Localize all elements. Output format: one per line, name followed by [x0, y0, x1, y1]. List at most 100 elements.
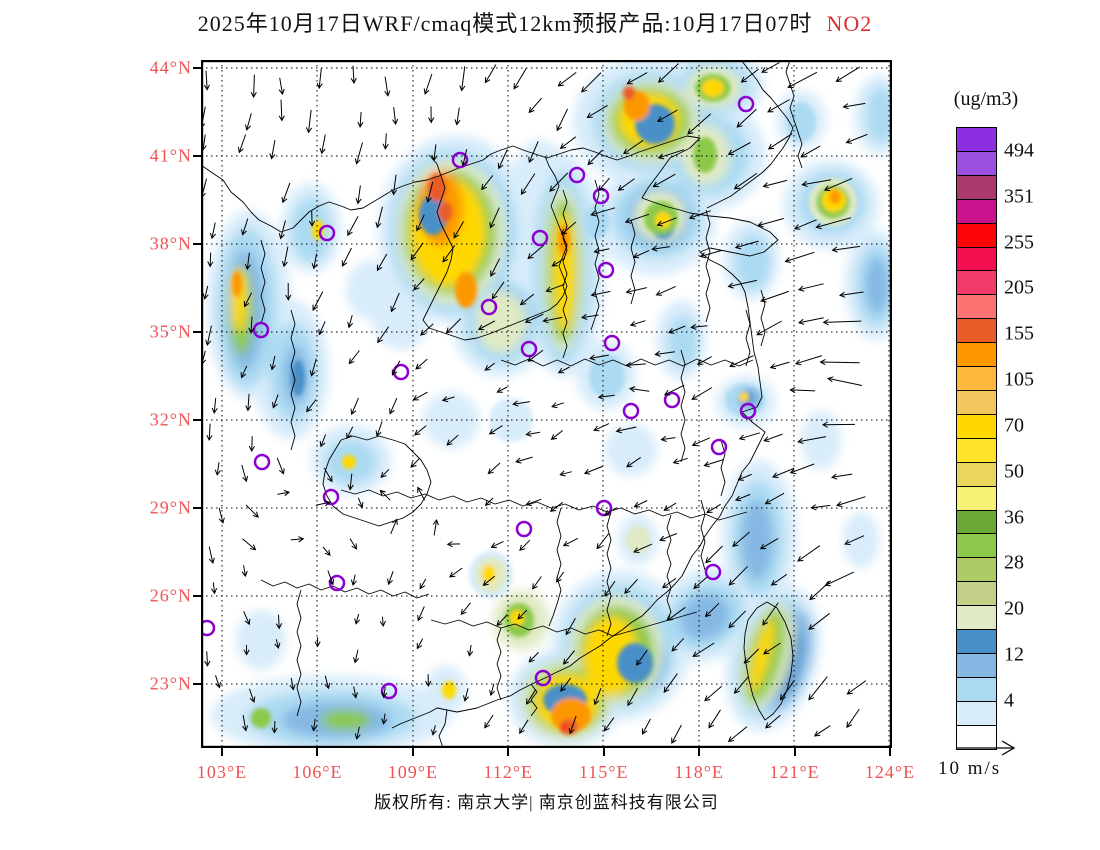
wind-arrow [560, 677, 572, 692]
wind-arrow [410, 242, 424, 261]
pollution-blob [786, 102, 816, 142]
title-text: 2025年10月17日WRF/cmaq模式12km预报产品:10月17日07时 [197, 11, 813, 36]
wind-arrow [823, 177, 853, 192]
wind-arrow [308, 210, 316, 227]
colorbar-cell [956, 270, 997, 296]
colorbar-tick-label: 36 [1004, 506, 1024, 529]
lat-tick [193, 67, 201, 69]
city-marker [322, 488, 340, 506]
wind-arrow [642, 718, 651, 735]
colorbar-cell [956, 366, 997, 391]
colorbar [956, 127, 997, 750]
wind-arrow [285, 282, 292, 301]
wind-arrow [420, 323, 434, 336]
wind-arrow [708, 709, 721, 729]
city-marker [737, 95, 755, 113]
wind-arrow [449, 567, 463, 578]
wind-arrow [668, 325, 686, 334]
wind-arrow [527, 244, 545, 260]
city-marker [568, 166, 586, 184]
wind-arrow [842, 102, 866, 110]
colorbar-cell [956, 127, 997, 152]
wind-arrow [381, 686, 388, 699]
wind-arrow [779, 680, 795, 701]
lon-tick [221, 748, 223, 756]
wind-arrow [827, 376, 863, 386]
wind-arrow [562, 537, 579, 547]
pollution-blob [866, 87, 892, 143]
wind-arrow [559, 136, 577, 150]
wind-arrow [218, 507, 225, 524]
colorbar-cell [956, 389, 997, 415]
wind-arrow [542, 316, 563, 324]
wind-arrow [691, 437, 711, 447]
colorbar-tick-label: 70 [1004, 414, 1024, 437]
wind-arrow [376, 253, 388, 272]
wind-arrow [208, 546, 215, 565]
wind-arrow [733, 676, 749, 694]
pollution-blob [668, 316, 698, 368]
wind-arrow [379, 489, 391, 501]
pollution-blob [702, 79, 724, 97]
wind-arrow [787, 71, 818, 88]
wind-arrow [759, 537, 779, 550]
pollution-blob [291, 360, 305, 396]
wind-arrow [341, 247, 352, 267]
wind-arrow [626, 456, 641, 468]
wind-arrow [392, 107, 399, 126]
boundary-line [760, 289, 766, 347]
wind-arrow [354, 726, 361, 740]
wind-arrow [797, 545, 821, 562]
wind-arrow [318, 321, 326, 336]
wind-arrow [580, 313, 599, 320]
wind-arrow [423, 73, 433, 95]
boundary-line [290, 309, 296, 451]
lat-label: 41°N [149, 145, 192, 166]
wind-arrow [704, 602, 720, 618]
pollution-blob [455, 272, 477, 308]
wind-arrow [512, 400, 531, 407]
city-markers-layer [201, 95, 757, 700]
wind-arrow [550, 430, 564, 440]
wind-arrow [568, 715, 577, 735]
wind-arrow [743, 648, 760, 664]
wind-arrow [243, 611, 251, 626]
colorbar-cell [956, 557, 997, 583]
wind-arrow [808, 612, 831, 630]
wind-arrow [760, 290, 789, 303]
wind-arrow [412, 391, 428, 401]
pollution-blob [693, 137, 717, 173]
wind-arrow [278, 99, 285, 122]
wind-arrow [482, 575, 496, 586]
wind-arrow [350, 65, 357, 85]
wind-arrow [624, 578, 638, 594]
colorbar-cell [956, 174, 997, 200]
colorbar-cell [956, 294, 997, 320]
colorbar-cell [956, 533, 997, 559]
lat-tick [193, 595, 201, 597]
wind-arrow [549, 172, 569, 192]
wind-arrow [797, 283, 824, 292]
city-marker [515, 520, 533, 538]
wind-arrow [598, 177, 610, 192]
wind-arrow [314, 637, 321, 648]
wind-arrow [241, 565, 248, 578]
wind-arrow [794, 355, 823, 366]
colorbar-cell [956, 461, 997, 487]
wind-arrow [312, 291, 324, 312]
boundary-line [340, 489, 748, 521]
wind-arrow [590, 207, 616, 217]
wind-arrow [557, 72, 577, 87]
wind-arrow [306, 399, 317, 413]
wind-arrow [581, 72, 602, 93]
wind-arrow [557, 366, 570, 374]
wind-arrow [727, 142, 751, 155]
wind-arrow [269, 355, 276, 371]
wind-arrow [354, 613, 361, 625]
wind-arrow [655, 285, 677, 296]
wind-arrow [690, 323, 708, 330]
wind-arrow [556, 108, 569, 132]
wind-arrow [528, 141, 539, 164]
wind-arrow [489, 683, 495, 697]
wind-arrow [319, 134, 326, 155]
